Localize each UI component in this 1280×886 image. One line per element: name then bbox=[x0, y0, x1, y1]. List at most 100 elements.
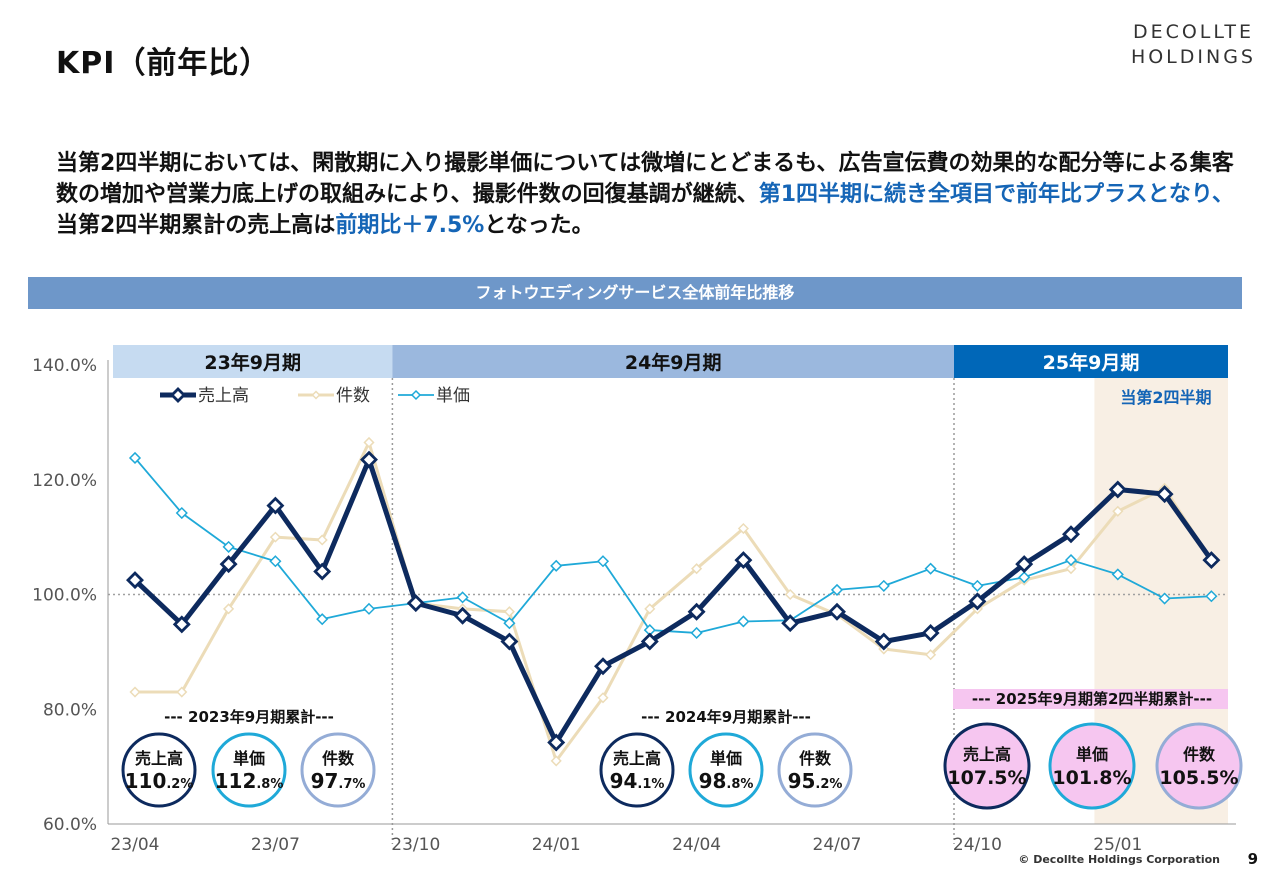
data-point bbox=[128, 451, 142, 465]
period-band bbox=[113, 345, 393, 378]
data-point bbox=[503, 617, 516, 630]
legend-label: 単価 bbox=[436, 386, 470, 406]
data-point bbox=[1018, 571, 1031, 584]
x-tick-label: 23/07 bbox=[251, 835, 300, 855]
kpi-label: 売上高 bbox=[135, 749, 183, 768]
summary-highlight-1: 第1四半期に続き全項目で前年比プラスとなり、 bbox=[758, 182, 1235, 207]
current-quarter-label: 当第2四半期 bbox=[1120, 388, 1211, 407]
kpi-value: 110.2% bbox=[125, 769, 194, 793]
y-tick-label: 80.0% bbox=[43, 700, 97, 720]
copyright: © Decollte Holdings Corporation bbox=[1018, 853, 1220, 866]
series-2 bbox=[128, 451, 1218, 640]
data-point bbox=[1062, 525, 1080, 544]
kpi-value: 107.5% bbox=[947, 767, 1026, 789]
kpi-circle bbox=[121, 732, 197, 808]
kpi-label: 件数 bbox=[1183, 745, 1216, 764]
data-point bbox=[687, 602, 706, 621]
period-label: 25年9月期 bbox=[1043, 351, 1140, 374]
logo-line-2: HOLDINGS bbox=[1130, 46, 1256, 68]
y-tick-label: 60.0% bbox=[43, 815, 97, 835]
y-tick-label: 100.0% bbox=[32, 586, 97, 606]
data-point bbox=[691, 563, 703, 575]
kpi-label: 件数 bbox=[799, 749, 832, 768]
data-point bbox=[313, 562, 332, 581]
data-point bbox=[406, 594, 425, 613]
data-point bbox=[594, 657, 612, 676]
data-point bbox=[129, 686, 141, 698]
period-band bbox=[392, 345, 954, 378]
page-number: 9 bbox=[1247, 850, 1258, 868]
kpi-label: 売上高 bbox=[963, 745, 1011, 764]
data-point bbox=[877, 579, 890, 592]
y-tick-label: 140.0% bbox=[32, 356, 97, 376]
kpi-value: 94.1% bbox=[610, 769, 665, 793]
kpi-value: 101.8% bbox=[1052, 767, 1131, 789]
data-point bbox=[640, 632, 659, 651]
data-point bbox=[500, 632, 519, 651]
data-point bbox=[363, 436, 375, 449]
cumulative-group: --- 2025年9月期第2四半期累計--- 売上高 107.5% 単価 101.8% 件… bbox=[943, 689, 1243, 810]
data-point bbox=[1202, 551, 1221, 570]
kpi-label: 単価 bbox=[1076, 745, 1108, 764]
kpi-value: 98.8% bbox=[699, 769, 754, 793]
y-tick-label: 120.0% bbox=[32, 471, 97, 491]
company-logo: DECOLLTE HOLDINGS bbox=[1131, 20, 1256, 70]
kpi-circle bbox=[777, 732, 853, 808]
x-tick-label: 25/01 bbox=[1093, 835, 1142, 855]
data-point bbox=[219, 555, 238, 574]
summary-part-5: となった。 bbox=[484, 213, 594, 238]
data-point bbox=[921, 623, 940, 642]
legend-label: 件数 bbox=[336, 386, 370, 406]
legend-marker bbox=[170, 387, 186, 403]
kpi-label: 単価 bbox=[233, 749, 265, 768]
data-point bbox=[690, 626, 703, 640]
legend-label: 売上高 bbox=[198, 386, 249, 406]
x-tick-label: 24/10 bbox=[953, 835, 1002, 855]
summary-part-3: 当第2四半期累計の売上高は bbox=[56, 213, 336, 238]
chart-banner: フォトウエディングサービス全体前年比推移 bbox=[28, 277, 1242, 309]
data-point bbox=[644, 603, 656, 615]
kpi-value: 105.5% bbox=[1159, 767, 1238, 789]
data-point bbox=[830, 583, 844, 596]
data-point bbox=[503, 606, 515, 618]
page-title: KPI（前年比） bbox=[56, 46, 271, 81]
series-line bbox=[133, 457, 1214, 746]
data-point bbox=[1111, 568, 1124, 581]
kpi-value: 97.7% bbox=[311, 769, 366, 793]
data-point bbox=[453, 606, 472, 625]
data-point bbox=[176, 686, 188, 698]
data-point bbox=[172, 615, 191, 634]
summary-part-1: 当第2四半期においては、閑散期に入り撮影単価については微増にとどまるも、広告宣伝… bbox=[56, 151, 1234, 207]
data-point bbox=[1065, 563, 1077, 575]
summary-text: 当第2四半期においては、閑散期に入り撮影単価については微増にとどまるも、広告宣伝… bbox=[56, 148, 1236, 241]
data-point bbox=[734, 551, 753, 570]
data-point bbox=[223, 603, 235, 615]
data-point bbox=[1064, 554, 1078, 567]
kpi-value: 95.2% bbox=[788, 769, 843, 793]
data-point bbox=[269, 555, 282, 568]
data-point bbox=[126, 571, 144, 590]
data-point bbox=[175, 506, 188, 520]
data-point bbox=[925, 649, 937, 661]
data-point bbox=[924, 562, 937, 575]
data-point bbox=[1205, 590, 1218, 603]
data-point bbox=[971, 579, 984, 592]
data-point bbox=[874, 632, 893, 651]
data-point bbox=[597, 692, 609, 704]
data-point bbox=[316, 534, 328, 546]
x-tick-label: 23/10 bbox=[391, 835, 440, 855]
data-point bbox=[781, 614, 800, 633]
data-point bbox=[596, 555, 610, 568]
cumulative-title: --- 2024年9月期累計--- bbox=[641, 708, 811, 726]
data-point bbox=[968, 592, 987, 611]
period-band bbox=[954, 345, 1228, 378]
kpi-circle bbox=[688, 732, 764, 808]
series-line bbox=[135, 440, 1213, 763]
legend-marker bbox=[311, 390, 321, 400]
period-label: 23年9月期 bbox=[204, 351, 301, 374]
data-point bbox=[316, 613, 329, 626]
data-point bbox=[1155, 485, 1174, 504]
